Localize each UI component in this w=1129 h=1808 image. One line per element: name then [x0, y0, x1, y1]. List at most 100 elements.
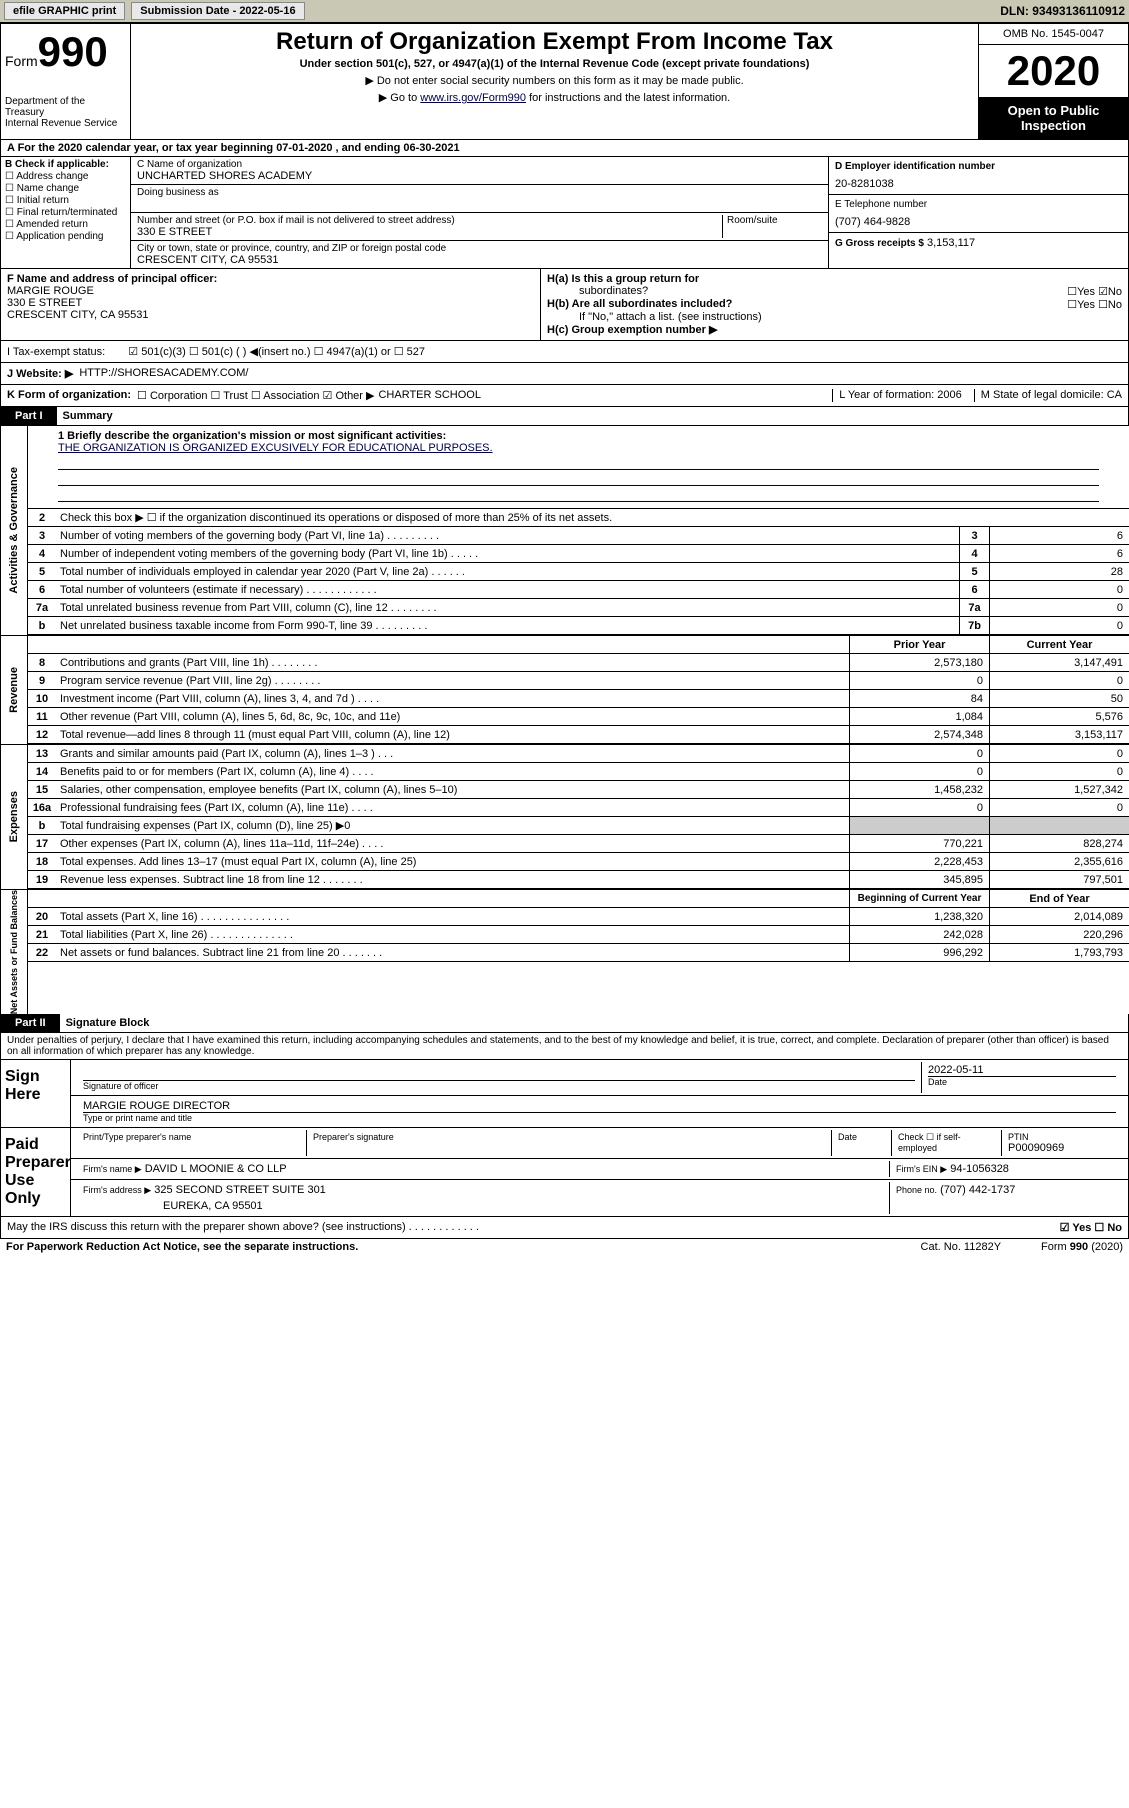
footer-m: Cat. No. 11282Y — [921, 1241, 1002, 1253]
hc: H(c) Group exemption number ▶ — [547, 324, 717, 336]
prep-date-hdr: Date — [832, 1130, 892, 1156]
side-rev-lbl: Revenue — [8, 667, 20, 713]
room-lbl: Room/suite — [727, 215, 822, 226]
firm-name: DAVID L MOONIE & CO LLP — [145, 1163, 287, 1175]
chk-address[interactable]: ☐ Address change — [5, 171, 126, 182]
chk-final[interactable]: ☐ Final return/terminated — [5, 207, 126, 218]
ptin-lbl: PTIN — [1008, 1132, 1116, 1142]
line-row: 18Total expenses. Add lines 13–17 (must … — [28, 853, 1129, 871]
line-row: 14Benefits paid to or for members (Part … — [28, 763, 1129, 781]
row-i: I Tax-exempt status: ☑ 501(c)(3) ☐ 501(c… — [0, 341, 1129, 363]
discuss-row: May the IRS discuss this return with the… — [0, 1217, 1129, 1239]
row-fh: F Name and address of principal officer:… — [0, 269, 1129, 341]
tel: (707) 464-9828 — [835, 216, 1122, 228]
chk-initial[interactable]: ☐ Initial return — [5, 195, 126, 206]
efile-button[interactable]: efile GRAPHIC print — [4, 2, 125, 20]
section-bcd: B Check if applicable: ☐ Address change … — [0, 157, 1129, 269]
ha-yn[interactable]: ☐Yes ☑No — [1067, 285, 1122, 298]
city: CRESCENT CITY, CA 95531 — [137, 254, 822, 266]
k-opts[interactable]: ☐ Corporation ☐ Trust ☐ Association ☑ Ot… — [137, 389, 374, 402]
note2-post: for instructions and the latest informat… — [526, 92, 730, 104]
line-row: 4Number of independent voting members of… — [28, 545, 1129, 563]
form-header: Form990 Department of the Treasury Inter… — [0, 23, 1129, 140]
omb: OMB No. 1545-0047 — [979, 24, 1128, 45]
line-row: 10Investment income (Part VIII, column (… — [28, 690, 1129, 708]
dept: Department of the Treasury Internal Reve… — [5, 96, 126, 129]
irs-link[interactable]: www.irs.gov/Form990 — [420, 92, 526, 104]
gross: 3,153,117 — [927, 237, 975, 249]
footer: For Paperwork Reduction Act Notice, see … — [0, 1239, 1129, 1255]
line-row: 19Revenue less expenses. Subtract line 1… — [28, 871, 1129, 889]
activities-section: Activities & Governance 1 Briefly descri… — [0, 426, 1129, 636]
chk-name[interactable]: ☐ Name change — [5, 183, 126, 194]
discuss: May the IRS discuss this return with the… — [7, 1221, 479, 1234]
line-row: 8Contributions and grants (Part VIII, li… — [28, 654, 1129, 672]
line-row: 21Total liabilities (Part X, line 26) . … — [28, 926, 1129, 944]
firm-addr: 325 SECOND STREET SUITE 301 — [154, 1184, 326, 1196]
status-lbl: I Tax-exempt status: — [7, 346, 105, 358]
l-year: L Year of formation: 2006 — [832, 389, 962, 402]
status-opts[interactable]: ☑ 501(c)(3) ☐ 501(c) ( ) ◀(insert no.) ☐… — [128, 346, 425, 358]
dln: DLN: 93493136110912 — [1000, 4, 1125, 18]
tax-year: 2020 — [979, 45, 1128, 97]
ptin: P00090969 — [1008, 1142, 1116, 1154]
officer-addr1: 330 E STREET — [7, 297, 534, 309]
line-row: bNet unrelated business taxable income f… — [28, 617, 1129, 635]
form-number: Form990 — [5, 28, 126, 76]
principal-officer: F Name and address of principal officer:… — [1, 269, 541, 340]
ein-lbl: D Employer identification number — [835, 161, 1122, 172]
name-lbl: C Name of organization — [137, 159, 822, 170]
line-row: 22Net assets or fund balances. Subtract … — [28, 944, 1129, 962]
part1-header: Part I Summary — [0, 407, 1129, 426]
netassets-section: Net Assets or Fund Balances Beginning of… — [0, 889, 1129, 1014]
note2-pre: ▶ Go to — [379, 92, 420, 104]
sign-block: Sign Here Signature of officer 2022-05-1… — [0, 1060, 1129, 1128]
mission-text: THE ORGANIZATION IS ORGANIZED EXCUSIVELY… — [58, 442, 1099, 454]
date-lbl: Date — [928, 1076, 1116, 1087]
expenses-section: Expenses 13Grants and similar amounts pa… — [0, 744, 1129, 889]
note2: ▶ Go to www.irs.gov/Form990 for instruct… — [135, 91, 974, 104]
side-rev: Revenue — [0, 636, 28, 744]
line-row: 7aTotal unrelated business revenue from … — [28, 599, 1129, 617]
chk-amended[interactable]: ☐ Amended return — [5, 219, 126, 230]
street: 330 E STREET — [137, 226, 722, 238]
ha2: subordinates? — [547, 285, 648, 298]
prior-hdr: Prior Year — [849, 636, 989, 653]
paid-lbl: Paid Preparer Use Only — [1, 1128, 71, 1216]
revenue-section: Revenue Prior Year Current Year 8Contrib… — [0, 636, 1129, 744]
self-emp[interactable]: Check ☐ if self-employed — [892, 1130, 1002, 1156]
part1-lbl: Part I — [1, 407, 57, 425]
hb-yn[interactable]: ☐Yes ☐No — [1067, 298, 1122, 311]
discuss-yn[interactable]: ☑ Yes ☐ No — [1060, 1221, 1122, 1234]
signer-name: MARGIE ROUGE DIRECTOR — [83, 1100, 1116, 1112]
side-exp: Expenses — [0, 745, 28, 889]
m-state: M State of legal domicile: CA — [974, 389, 1122, 402]
period: A For the 2020 calendar year, or tax yea… — [1, 140, 1128, 156]
hb: H(b) Are all subordinates included? — [547, 298, 732, 311]
f-lbl: F Name and address of principal officer: — [7, 273, 534, 285]
note1: ▶ Do not enter social security numbers o… — [135, 74, 974, 87]
side-exp-lbl: Expenses — [8, 791, 20, 842]
tel-lbl: E Telephone number — [835, 199, 1122, 210]
city-lbl: City or town, state or province, country… — [137, 243, 822, 254]
website[interactable]: HTTP://SHORESACADEMY.COM/ — [79, 367, 248, 380]
line-row: 16aProfessional fundraising fees (Part I… — [28, 799, 1129, 817]
line-row: bTotal fundraising expenses (Part IX, co… — [28, 817, 1129, 835]
chk-pending[interactable]: ☐ Application pending — [5, 231, 126, 242]
k-other: CHARTER SCHOOL — [378, 389, 480, 402]
line-row: 5Total number of individuals employed in… — [28, 563, 1129, 581]
gross-lbl: G Gross receipts $ — [835, 238, 924, 249]
line-row: 6Total number of volunteers (estimate if… — [28, 581, 1129, 599]
form-990: 990 — [38, 28, 108, 75]
form-title: Return of Organization Exempt From Incom… — [135, 28, 974, 56]
officer-addr2: CRESCENT CITY, CA 95531 — [7, 309, 534, 321]
row-k: K Form of organization: ☐ Corporation ☐ … — [0, 385, 1129, 407]
officer-name: MARGIE ROUGE — [7, 285, 534, 297]
h-section: H(a) Is this a group return for subordin… — [541, 269, 1128, 340]
part1-title: Summary — [57, 410, 113, 422]
submission-date: Submission Date - 2022-05-16 — [131, 2, 304, 20]
side-ag-lbl: Activities & Governance — [8, 467, 20, 594]
dept1: Department of the Treasury — [5, 96, 126, 118]
dept2: Internal Revenue Service — [5, 118, 126, 129]
col-d: D Employer identification number 20-8281… — [828, 157, 1128, 268]
